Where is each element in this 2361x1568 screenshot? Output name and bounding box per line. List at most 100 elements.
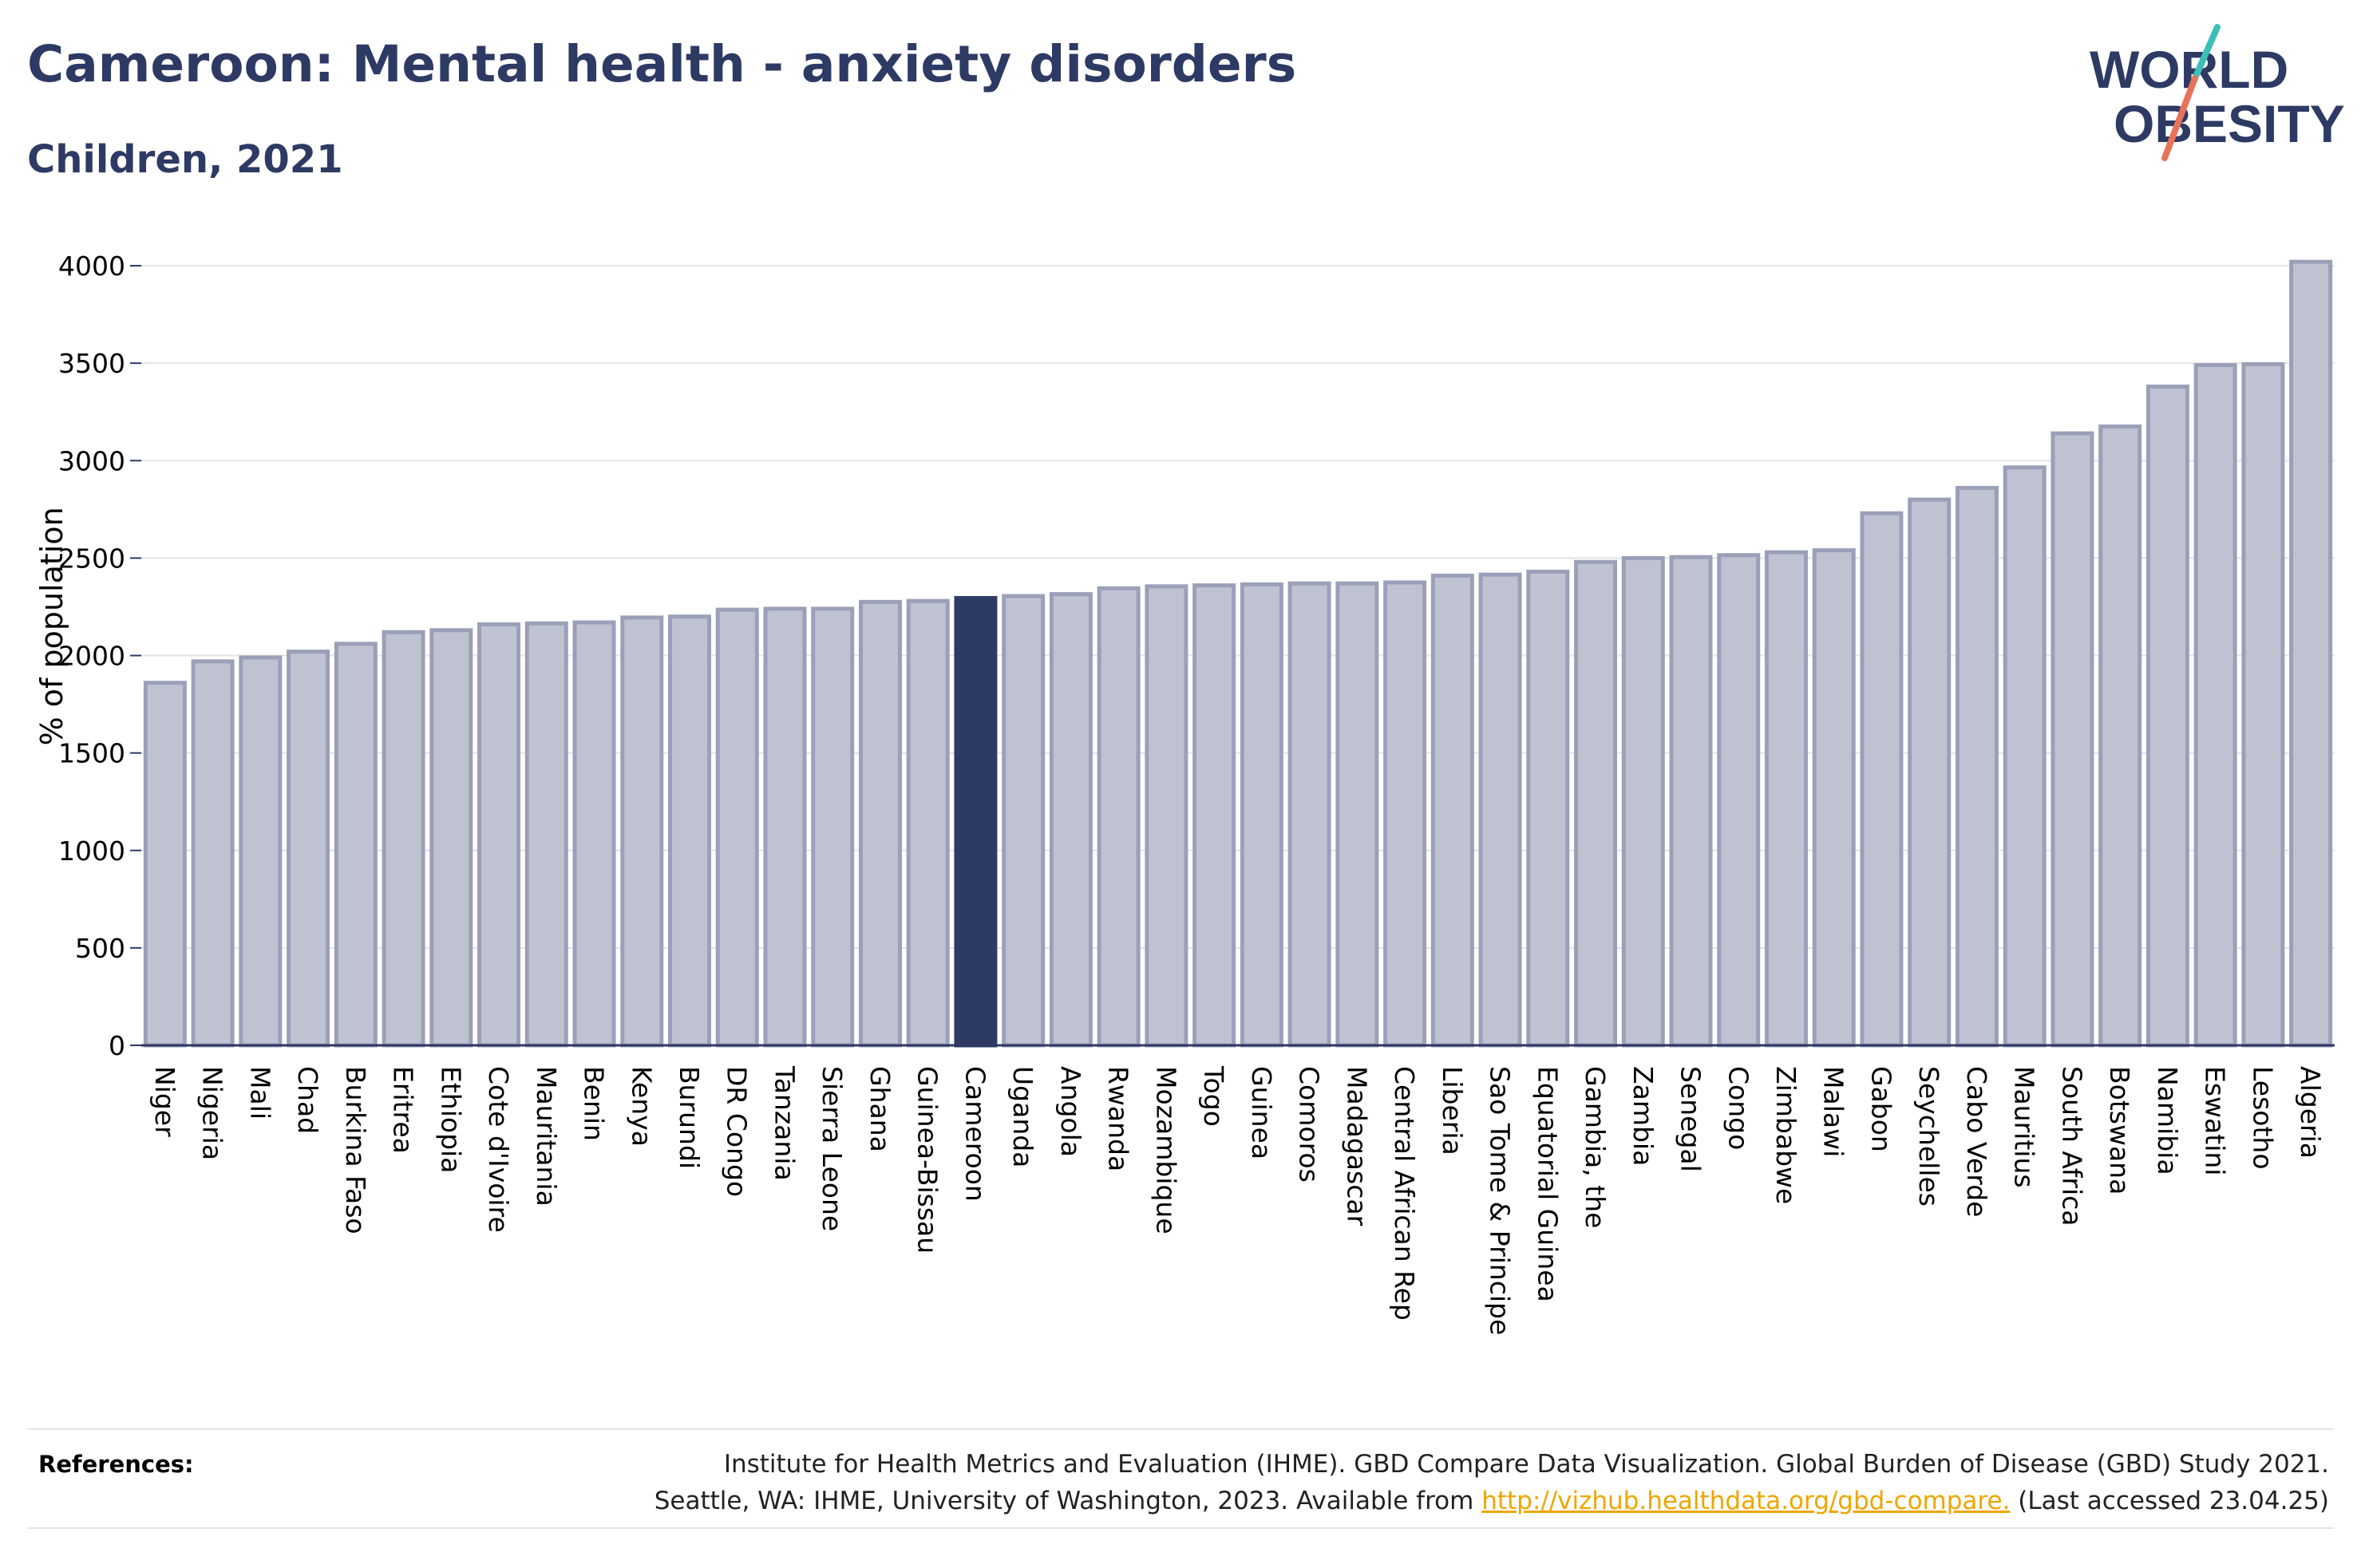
bar (620, 615, 664, 1048)
bar (811, 606, 855, 1048)
x-tick-label: Kenya (626, 1066, 657, 1147)
x-tick-label: Central African Rep (1389, 1066, 1420, 1321)
x-tick-label: Chad (292, 1066, 323, 1134)
bar (1430, 573, 1474, 1048)
references-line2-suffix: (Last accessed 23.04.25) (2010, 1487, 2329, 1515)
x-tick-label: Nigeria (197, 1066, 228, 1160)
x-tick-label: Burkina Faso (340, 1066, 371, 1234)
x-tick-label: Cote d'Ivoire (483, 1066, 514, 1233)
x-tick-label: Botswana (2104, 1066, 2135, 1195)
x-tick-label: Burundi (674, 1066, 705, 1169)
bar (2193, 363, 2237, 1048)
x-tick-label: Sao Tome & Principe (1485, 1066, 1516, 1335)
x-tick-label: Benin (579, 1066, 610, 1141)
references-divider-top (27, 1428, 2334, 1430)
bar (1526, 569, 1570, 1048)
bar (524, 621, 568, 1048)
bar (1669, 555, 1713, 1048)
references-line1: Institute for Health Metrics and Evaluat… (723, 1450, 2329, 1479)
bar (1097, 586, 1141, 1048)
y-axis-label: % of population (34, 507, 69, 745)
bar (1621, 555, 1665, 1048)
x-tick-label: DR Congo (722, 1066, 753, 1197)
bar (239, 655, 283, 1048)
y-tick-label: 2500 (58, 543, 125, 574)
chart-title: Cameroon: Mental health - anxiety disord… (27, 35, 1297, 93)
chart-subtitle: Children, 2021 (27, 137, 343, 182)
bar (668, 614, 711, 1048)
x-tick-label: Tanzania (769, 1065, 800, 1181)
bar (1574, 559, 1618, 1048)
bar (2289, 259, 2333, 1048)
x-tick-label: Mauritius (2009, 1066, 2040, 1188)
bar (1908, 497, 1952, 1048)
bar (1049, 592, 1093, 1048)
y-tick-label: 0 (109, 1030, 125, 1061)
x-tick-label: Mali (244, 1066, 275, 1120)
y-tick-label: 3500 (58, 348, 125, 379)
bar (1860, 511, 1904, 1048)
bar (1955, 485, 1999, 1048)
bar (1335, 581, 1379, 1048)
x-tick-label: Eswatini (2200, 1066, 2231, 1175)
references-line2: Seattle, WA: IHME, University of Washing… (655, 1483, 2329, 1519)
bar (2003, 465, 2047, 1048)
world-obesity-logo: WORLD OBESITY (2090, 24, 2345, 161)
x-tick-label: Angola (1055, 1066, 1086, 1157)
x-tick-label: Senegal (1675, 1066, 1706, 1172)
x-tick-label: Lesotho (2247, 1066, 2278, 1170)
x-tick-label: Guinea-Bissau (912, 1066, 943, 1254)
x-tick-label: Cameroon (959, 1066, 991, 1202)
bar (1192, 583, 1236, 1048)
x-tick-label: Mozambique (1150, 1066, 1181, 1234)
x-tick-label: Guinea (1246, 1066, 1277, 1159)
x-tick-label: Seychelles (1913, 1066, 1944, 1207)
x-tick-label: Madagascar (1341, 1066, 1372, 1226)
bar (1765, 550, 1808, 1048)
x-tick-label: Liberia (1437, 1066, 1468, 1155)
references-line2-prefix: Seattle, WA: IHME, University of Washing… (654, 1487, 1482, 1515)
x-tick-label: Zimbabwe (1770, 1066, 1801, 1204)
bar (143, 681, 187, 1048)
x-tick-label: Cabo Verde (1961, 1066, 1992, 1217)
bar (858, 599, 902, 1048)
x-tick-label: Rwanda (1103, 1066, 1134, 1171)
x-tick-label: Comoros (1294, 1066, 1325, 1183)
y-tick-label: 4000 (58, 251, 125, 282)
x-tick-label: Gabon (1865, 1066, 1896, 1152)
bar (2098, 425, 2142, 1048)
x-tick-label: Togo (1198, 1065, 1229, 1127)
x-tick-label: Equatorial Guinea (1532, 1066, 1563, 1302)
x-tick-label: Gambia, the (1580, 1066, 1611, 1228)
bar (429, 628, 473, 1048)
bar (1145, 584, 1188, 1048)
bar (477, 622, 521, 1048)
y-tick-label: 1500 (58, 738, 125, 769)
bar (1717, 553, 1761, 1048)
bar (906, 598, 950, 1048)
bar (287, 650, 330, 1048)
bar (1287, 581, 1331, 1048)
bar (1383, 580, 1427, 1048)
references-link[interactable]: http://vizhub.healthdata.org/gbd-compare… (1481, 1487, 2011, 1515)
x-tick-label: Algeria (2295, 1066, 2326, 1159)
bar (2051, 431, 2094, 1048)
bar (2241, 361, 2285, 1048)
x-tick-label: Ethiopia (435, 1066, 466, 1173)
x-tick-label: Zambia (1627, 1066, 1659, 1166)
y-tick-label: 1000 (58, 835, 125, 867)
bar (763, 606, 807, 1048)
x-tick-label: Eritrea (388, 1066, 419, 1154)
logo-text-line2: OBESITY (2114, 94, 2345, 153)
x-tick-label: Mauritania (531, 1066, 562, 1207)
y-tick-label: 500 (75, 933, 125, 964)
x-tick-label: Niger (149, 1066, 180, 1137)
bar (1478, 572, 1522, 1048)
logo-slash-bottom (2161, 75, 2198, 161)
bar (715, 607, 759, 1048)
bar (1240, 582, 1283, 1048)
bar (2145, 384, 2189, 1048)
bar (572, 620, 616, 1048)
bar (382, 630, 425, 1048)
x-tick-label: Uganda (1007, 1066, 1038, 1167)
